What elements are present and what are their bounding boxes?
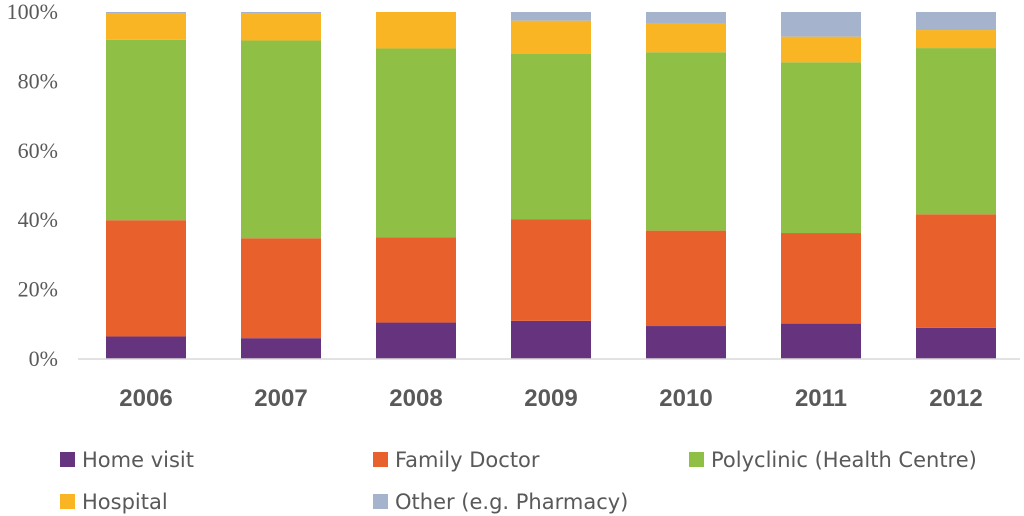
bar-segment-other-e-g-pharmacy-2007 bbox=[241, 12, 321, 14]
bar-segment-hospital-2010 bbox=[646, 23, 726, 53]
bar-segment-other-e-g-pharmacy-2006 bbox=[106, 12, 186, 14]
bar-segment-hospital-2007 bbox=[241, 13, 321, 41]
bar-segment-home-visit-2012 bbox=[916, 327, 996, 359]
bar-segment-family-doctor-2011 bbox=[781, 233, 861, 324]
legend-label: Hospital bbox=[82, 490, 168, 514]
legend-item: Other (e.g. Pharmacy) bbox=[373, 490, 628, 514]
y-tick-label: 60% bbox=[18, 138, 58, 163]
bar-segment-polyclinic-health-centre-2008 bbox=[376, 48, 456, 238]
legend-label: Family Doctor bbox=[395, 448, 540, 472]
bar-segment-hospital-2008 bbox=[376, 12, 456, 49]
legend-item: Family Doctor bbox=[373, 448, 540, 472]
bar-segment-hospital-2009 bbox=[511, 20, 591, 54]
y-tick-label: 100% bbox=[7, 0, 58, 24]
bar-segment-family-doctor-2010 bbox=[646, 230, 726, 327]
legend-swatch bbox=[60, 452, 75, 467]
y-tick-label: 80% bbox=[18, 68, 58, 93]
bar-segment-hospital-2006 bbox=[106, 13, 186, 40]
legend-swatch bbox=[373, 494, 388, 509]
bar-segment-home-visit-2010 bbox=[646, 326, 726, 359]
bar-segment-home-visit-2009 bbox=[511, 320, 591, 359]
legend-label: Other (e.g. Pharmacy) bbox=[395, 490, 628, 514]
bar-segment-home-visit-2008 bbox=[376, 322, 456, 359]
bar-segment-family-doctor-2006 bbox=[106, 220, 186, 337]
bar-segment-polyclinic-health-centre-2007 bbox=[241, 40, 321, 239]
bar-segment-family-doctor-2012 bbox=[916, 214, 996, 328]
legend-swatch bbox=[373, 452, 388, 467]
bar-segment-polyclinic-health-centre-2012 bbox=[916, 48, 996, 215]
bar-segment-other-e-g-pharmacy-2012 bbox=[916, 12, 996, 31]
x-tick-label: 2011 bbox=[795, 385, 847, 412]
bar-segment-other-e-g-pharmacy-2009 bbox=[511, 12, 591, 21]
bar-segment-family-doctor-2008 bbox=[376, 237, 456, 323]
bar-segment-home-visit-2006 bbox=[106, 336, 186, 359]
x-tick-label: 2006 bbox=[119, 385, 172, 412]
bar-segment-hospital-2011 bbox=[781, 36, 861, 63]
bar-segment-polyclinic-health-centre-2006 bbox=[106, 39, 186, 221]
x-tick-label: 2012 bbox=[929, 385, 982, 412]
y-tick-label: 0% bbox=[29, 346, 58, 371]
x-tick-label: 2008 bbox=[389, 385, 442, 412]
bar-segment-other-e-g-pharmacy-2011 bbox=[781, 12, 861, 37]
x-tick-label: 2010 bbox=[659, 385, 712, 412]
y-tick-label: 20% bbox=[18, 277, 58, 302]
legend-item: Hospital bbox=[60, 490, 168, 514]
bar-segment-other-e-g-pharmacy-2010 bbox=[646, 12, 726, 24]
x-tick-label: 2007 bbox=[254, 385, 307, 412]
legend: Home visit Family Doctor Polyclinic (Healt… bbox=[60, 448, 977, 514]
legend-label: Home visit bbox=[82, 448, 194, 472]
bar-segment-home-visit-2011 bbox=[781, 323, 861, 359]
legend-item: Polyclinic (Health Centre) bbox=[689, 448, 977, 472]
y-tick-label: 40% bbox=[18, 207, 58, 232]
bar-segment-family-doctor-2009 bbox=[511, 219, 591, 321]
bar-segment-polyclinic-health-centre-2011 bbox=[781, 62, 861, 234]
x-tick-label: 2009 bbox=[524, 385, 577, 412]
bar-segment-polyclinic-health-centre-2010 bbox=[646, 52, 726, 231]
legend-swatch bbox=[60, 494, 75, 509]
bar-segment-polyclinic-health-centre-2009 bbox=[511, 53, 591, 220]
x-axis: 2006 2007 2008 2009 2010 2011 2012 bbox=[119, 385, 982, 412]
bar-segment-family-doctor-2007 bbox=[241, 238, 321, 339]
bars bbox=[106, 12, 996, 359]
bar-segment-home-visit-2007 bbox=[241, 338, 321, 359]
legend-item: Home visit bbox=[60, 448, 194, 472]
legend-swatch bbox=[689, 452, 704, 467]
bar-segment-hospital-2012 bbox=[916, 30, 996, 49]
y-axis: 0% 20% 40% 60% 80% 100% bbox=[7, 0, 58, 371]
legend-label: Polyclinic (Health Centre) bbox=[711, 448, 977, 472]
